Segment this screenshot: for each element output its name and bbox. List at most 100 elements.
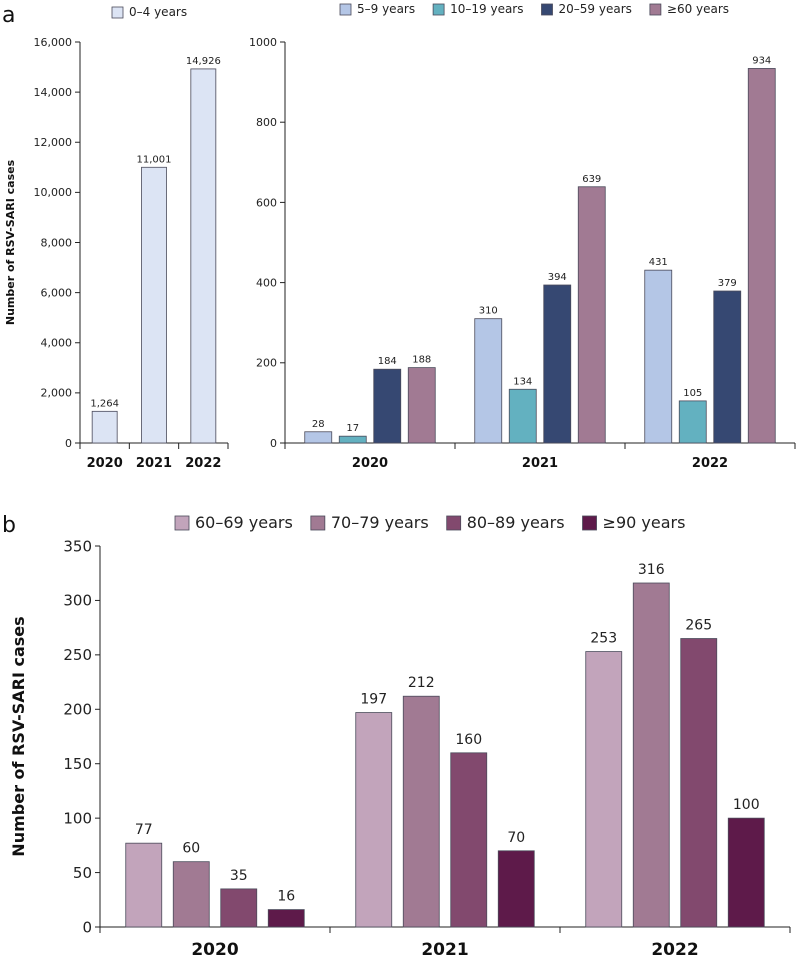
- y-tick-label: 200: [63, 701, 92, 719]
- y-tick-label: 14,000: [34, 86, 73, 99]
- data-label: 105: [683, 388, 702, 399]
- bar: [91, 410, 118, 444]
- x-category-label: 2021: [421, 940, 468, 960]
- y-tick-label: 50: [73, 864, 92, 882]
- legend-swatch: [446, 515, 462, 531]
- y-tick-label: 4,000: [41, 337, 73, 350]
- data-label: 265: [685, 618, 712, 634]
- data-label: 35: [230, 868, 248, 884]
- bar: [680, 638, 718, 928]
- y-tick-label: 1000: [249, 36, 277, 49]
- y-tick-label: 300: [63, 592, 92, 610]
- x-category-label: 2020: [191, 940, 238, 960]
- data-label: 188: [412, 355, 431, 366]
- y-tick-label: 8,000: [41, 236, 73, 249]
- data-label: 379: [718, 278, 737, 289]
- y-tick-label: 400: [256, 276, 277, 289]
- y-tick-label: 0: [270, 437, 277, 450]
- y-tick-label: 12,000: [34, 136, 73, 149]
- x-category-label: 2021: [136, 456, 172, 471]
- data-label: 639: [582, 174, 601, 185]
- legend-label: 20–59 years: [559, 2, 632, 16]
- bar: [338, 435, 367, 444]
- y-tick-label: 150: [63, 755, 92, 773]
- x-category-label: 2020: [87, 456, 123, 471]
- panel-label-a: a: [2, 3, 15, 28]
- bar: [172, 861, 210, 928]
- y-tick-label: 800: [256, 116, 277, 129]
- data-label: 28: [312, 419, 325, 430]
- data-label: 253: [590, 631, 617, 647]
- y-axis-title: Number of RSV-SARI cases: [4, 159, 17, 325]
- y-tick-label: 250: [63, 646, 92, 664]
- bar: [678, 400, 707, 444]
- y-tick-label: 100: [63, 809, 92, 827]
- legend-label: 70–79 years: [331, 513, 429, 532]
- data-label: 934: [752, 55, 771, 66]
- legend-swatch: [339, 3, 352, 16]
- chart-60-plus-breakdown: 0 50 100 150 200 250 300 350 2020 2021 2022 77 197 25…: [9, 513, 791, 960]
- legend-label: 5–9 years: [357, 2, 415, 16]
- bar: [141, 166, 167, 444]
- bar: [727, 817, 765, 928]
- bar: [632, 582, 670, 928]
- bar: [402, 695, 440, 928]
- x-category-label: 2022: [651, 940, 698, 960]
- legend-swatch: [582, 515, 597, 531]
- legend-label: 80–89 years: [467, 513, 565, 532]
- data-label: 77: [135, 822, 153, 838]
- data-label: 160: [455, 732, 482, 748]
- y-tick-label: 350: [63, 537, 92, 555]
- data-label: 134: [513, 376, 532, 387]
- y-axis-title: Number of RSV-SARI cases: [9, 616, 28, 856]
- legend-swatch: [174, 515, 190, 531]
- bar: [125, 842, 163, 928]
- bar: [713, 290, 742, 444]
- y-tick-label: 0: [65, 437, 72, 450]
- legend-swatch: [310, 515, 326, 531]
- chart-0-4-years: 0 2,000 4,000 6,000 8,000 10,000 12,000 14,000 1…: [4, 5, 229, 471]
- bar: [577, 186, 606, 444]
- data-label: 184: [378, 356, 397, 367]
- data-label: 100: [733, 797, 760, 813]
- legend-label: ≥90 years: [603, 513, 686, 532]
- bar: [497, 850, 535, 928]
- data-label: 431: [649, 257, 668, 268]
- bar: [474, 318, 503, 444]
- y-tick-label: 16,000: [34, 36, 73, 49]
- bar: [267, 909, 305, 928]
- bar: [373, 368, 402, 444]
- bar: [644, 269, 673, 444]
- data-label: 197: [360, 692, 387, 708]
- data-label: 11,001: [137, 154, 172, 165]
- data-label: 394: [548, 272, 567, 283]
- bar: [355, 712, 393, 928]
- bar: [508, 388, 537, 444]
- x-category-label: 2022: [692, 456, 728, 471]
- x-category-label: 2020: [352, 456, 388, 471]
- legend-swatch: [649, 3, 662, 16]
- chart-5-plus-years: 0 200 400 600 800 1000 2020 2021 2022 28 310 431 17 1…: [249, 2, 796, 471]
- legend-swatch: [111, 6, 124, 19]
- bar: [407, 367, 436, 444]
- x-category-label: 2022: [185, 456, 221, 471]
- data-label: 17: [346, 423, 359, 434]
- data-label: 310: [479, 306, 498, 317]
- y-tick-label: 2,000: [41, 387, 73, 400]
- bar: [304, 431, 333, 444]
- y-tick-label: 0: [82, 918, 92, 936]
- y-tick-label: 6,000: [41, 286, 73, 299]
- data-label: 70: [507, 830, 525, 846]
- bar: [747, 68, 776, 444]
- bar: [543, 284, 572, 444]
- data-label: 316: [638, 562, 665, 578]
- data-label: 1,264: [90, 398, 119, 409]
- legend-label: 60–69 years: [195, 513, 293, 532]
- data-label: 14,926: [186, 56, 221, 67]
- bar: [190, 68, 217, 444]
- data-label: 212: [408, 675, 435, 691]
- y-tick-label: 600: [256, 196, 277, 209]
- legend-label: ≥60 years: [667, 2, 729, 16]
- legend-label: 0–4 years: [129, 5, 187, 19]
